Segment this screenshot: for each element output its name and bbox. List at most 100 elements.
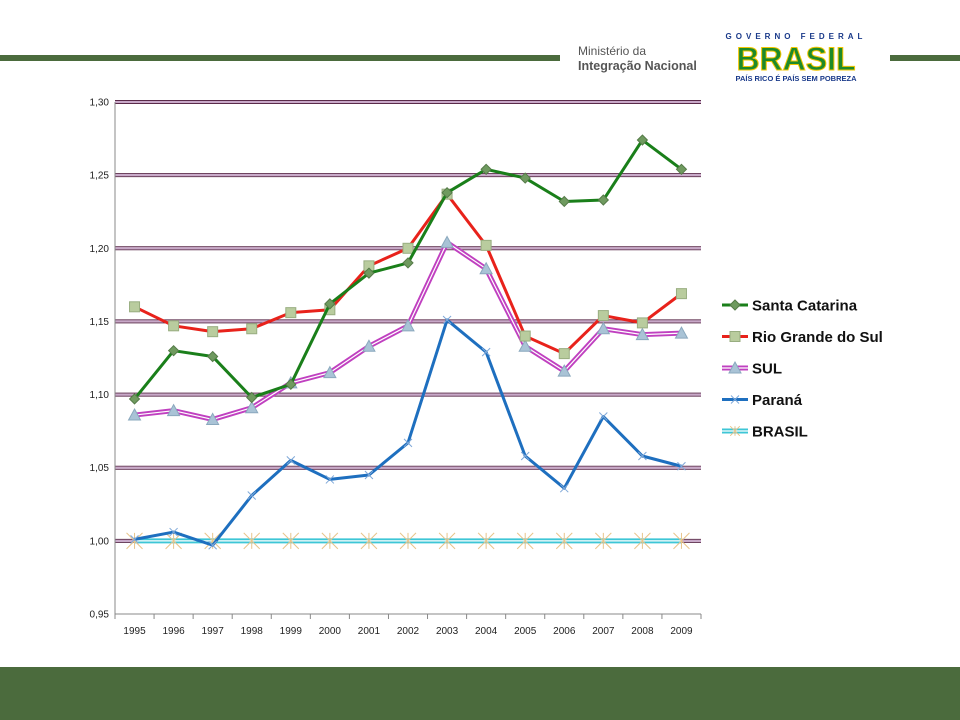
- legend-label: BRASIL: [752, 424, 808, 441]
- data-point: [246, 391, 258, 404]
- line-chart: 0,951,001,051,101,151,201,251,30 1995 199…: [90, 98, 883, 638]
- data-point: [208, 540, 218, 550]
- series-line: [133, 138, 683, 400]
- ministry-line1: Ministério da: [578, 44, 647, 58]
- data-point: [480, 239, 492, 251]
- data-point: [399, 532, 417, 550]
- data-point: [597, 194, 610, 206]
- governo-federal-logo: GOVERNO FEDERAL BRASIL PAÍS RICO É PAÍS …: [726, 32, 863, 83]
- x-tick-label: 1997: [202, 626, 225, 637]
- x-tick-label: 1996: [162, 626, 185, 637]
- legend-label: SUL: [752, 361, 782, 378]
- chart-series: [126, 134, 690, 550]
- data-point: [638, 451, 647, 461]
- data-point: [286, 456, 296, 465]
- data-point: [519, 330, 531, 342]
- data-point: [558, 348, 570, 360]
- data-point: [440, 235, 454, 248]
- data-point: [130, 535, 139, 544]
- data-point: [246, 323, 258, 335]
- data-point: [674, 326, 689, 339]
- data-point: [363, 267, 375, 279]
- series-rio_grande: [129, 188, 687, 360]
- data-point: [206, 350, 219, 363]
- data-point: [520, 451, 530, 461]
- y-tick-label: 1,10: [90, 390, 110, 401]
- series-sul: [127, 235, 689, 425]
- data-point: [596, 321, 611, 335]
- series-parana: [130, 315, 686, 550]
- chart-legend: Santa Catarina Rio Grande do Sul SUL Paraná…: [722, 298, 883, 441]
- data-point: [165, 532, 182, 550]
- data-point: [127, 408, 142, 421]
- x-tick-label: 2004: [475, 626, 498, 637]
- legend-item: Rio Grande do Sul: [722, 329, 883, 346]
- legend-label: Santa Catarina: [752, 298, 858, 315]
- x-tick-label: 1995: [123, 626, 146, 637]
- data-point: [401, 318, 415, 332]
- data-point: [166, 403, 181, 417]
- data-point: [403, 438, 413, 448]
- data-point: [559, 483, 569, 493]
- data-point: [168, 320, 180, 332]
- data-point: [677, 461, 686, 471]
- legend-marker: [728, 360, 742, 374]
- data-point: [321, 532, 339, 550]
- x-tick-label: 2005: [514, 626, 537, 637]
- data-point: [285, 307, 297, 319]
- x-tick-label: 1999: [280, 626, 303, 637]
- data-point: [402, 257, 414, 269]
- x-tick-label: 2000: [319, 626, 342, 637]
- data-point: [282, 532, 300, 550]
- data-point: [635, 327, 650, 341]
- y-tick-label: 0,95: [90, 610, 110, 621]
- data-point: [247, 491, 257, 500]
- data-point: [441, 186, 453, 199]
- data-point: [285, 378, 297, 391]
- ministry-logo: Ministério da Integração Nacional: [578, 44, 697, 74]
- header-rule-left: [0, 55, 560, 61]
- x-tick-label: 2008: [631, 626, 654, 637]
- x-tick-labels: 1995 1996 1997 1998 1999 2000 2001 2002 2003 2004…: [114, 614, 702, 637]
- legend-label: Paraná: [752, 392, 803, 409]
- data-point: [360, 532, 378, 550]
- data-point: [598, 412, 608, 421]
- data-point: [129, 301, 141, 313]
- y-tick-labels: 0,95 1,00 1,05 1,10 1,15 1,20 1,25 1,30: [90, 98, 110, 621]
- data-point: [597, 310, 609, 322]
- x-tick-label: 2003: [436, 626, 459, 637]
- legend-item: BRASIL: [722, 424, 808, 441]
- data-point: [207, 326, 219, 338]
- gov-brand: BRASIL: [736, 41, 855, 77]
- ministry-line2: Integração Nacional: [578, 59, 697, 73]
- y-tick-label: 1,00: [90, 536, 110, 547]
- data-point: [244, 400, 259, 414]
- data-point: [557, 364, 572, 377]
- data-point: [636, 134, 649, 146]
- data-point: [634, 532, 651, 550]
- legend-item: SUL: [722, 361, 782, 378]
- y-tick-label: 1,30: [90, 98, 110, 109]
- data-point: [128, 393, 141, 405]
- y-tick-label: 1,05: [90, 463, 110, 474]
- legend-marker: [729, 299, 741, 311]
- data-point: [519, 172, 531, 184]
- x-tick-label: 2007: [592, 626, 615, 637]
- data-point: [325, 475, 335, 484]
- gov-slogan: PAÍS RICO É PAÍS SEM POBREZA: [736, 74, 858, 83]
- legend-label: Rio Grande do Sul: [752, 329, 883, 346]
- data-point: [126, 532, 143, 550]
- data-point: [167, 344, 180, 357]
- data-point: [402, 242, 414, 254]
- data-point: [558, 195, 570, 208]
- footer-band: [0, 667, 960, 720]
- legend-marker: [729, 425, 741, 437]
- data-point: [324, 298, 336, 310]
- data-point: [636, 317, 648, 329]
- legend-item: Paraná: [722, 392, 803, 409]
- header-rule-right: [890, 55, 960, 61]
- data-point: [480, 163, 492, 175]
- data-point: [243, 532, 261, 550]
- x-tick-label: 2002: [397, 626, 420, 637]
- series-brasil: [126, 532, 690, 550]
